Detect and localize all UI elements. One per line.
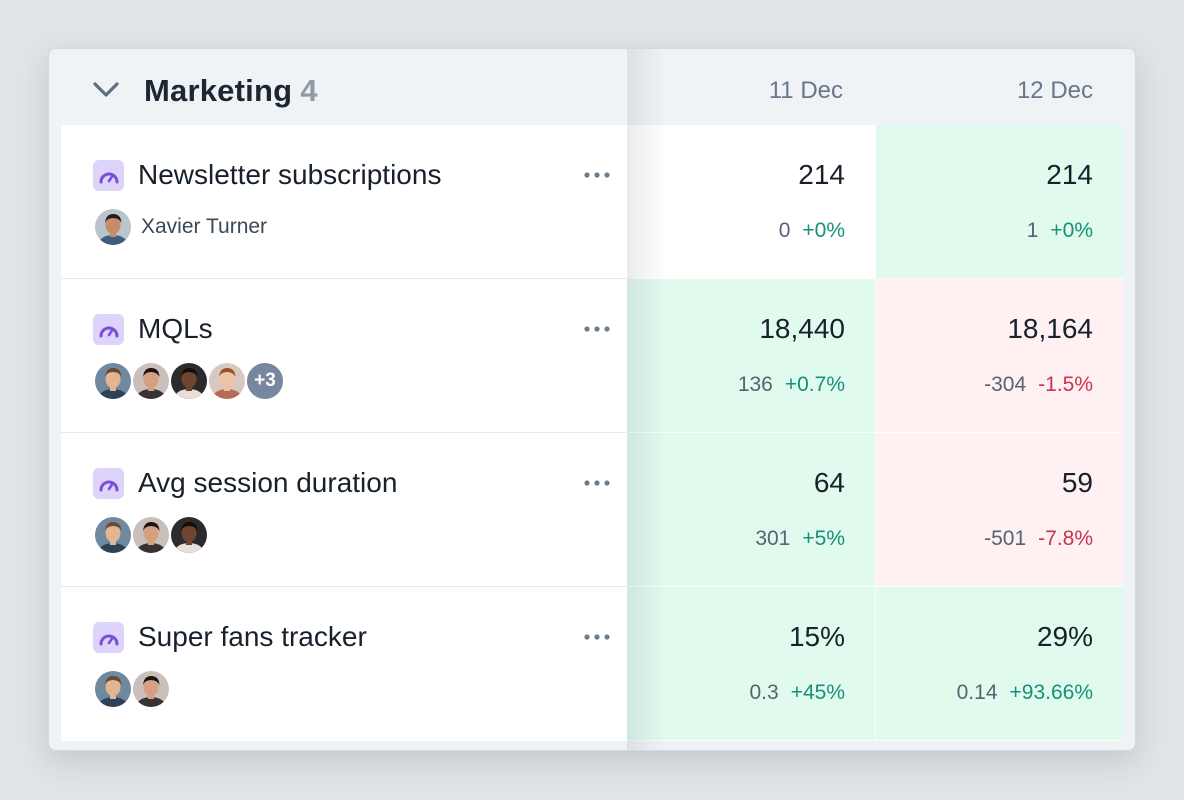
delta-absolute: -501 <box>984 527 1027 550</box>
chevron-down-icon[interactable] <box>89 77 123 103</box>
avatar[interactable] <box>131 515 171 555</box>
avatar[interactable] <box>93 515 133 555</box>
value-cell[interactable]: 15% 0.3 +45% <box>627 587 875 741</box>
group-title: Marketing 4 <box>144 73 318 109</box>
delta-absolute: 0.3 <box>749 681 779 704</box>
cell-value: 214 <box>798 159 845 190</box>
value-cell[interactable]: 214 1 +0% <box>875 125 1123 279</box>
avatar[interactable] <box>169 515 209 555</box>
value-cell[interactable]: 18,164 -304 -1.5% <box>875 279 1123 433</box>
owner-avatars: +3 <box>93 361 285 401</box>
avatar[interactable] <box>207 361 247 401</box>
metric-row[interactable]: MQLs +3 <box>61 279 627 433</box>
cell-delta: -304 -1.5% <box>984 373 1093 397</box>
delta-percent: +0% <box>802 219 845 242</box>
gauge-icon <box>93 160 124 191</box>
delta-absolute: 136 <box>737 373 773 396</box>
delta-percent: +0% <box>1050 219 1093 242</box>
value-cell[interactable]: 59 -501 -7.8% <box>875 433 1123 587</box>
delta-percent: +0.7% <box>784 373 845 396</box>
metric-values-grid: 214 0 +0% 214 1 +0% 18,440 136 +0.7% 18,164 -304 -1… <box>627 125 1125 741</box>
cell-value: 18,164 <box>1007 313 1093 344</box>
delta-percent: -1.5% <box>1038 373 1093 396</box>
cell-delta: 301 +5% <box>755 527 845 551</box>
avatar[interactable] <box>131 361 171 401</box>
cell-value: 15% <box>788 621 845 652</box>
metric-row[interactable]: Super fans tracker <box>61 587 627 741</box>
metric-name[interactable]: Newsletter subscriptions <box>138 159 442 190</box>
group-title-label: Marketing <box>144 73 293 108</box>
value-cell[interactable]: 18,440 136 +0.7% <box>627 279 875 433</box>
delta-percent: +5% <box>802 527 845 550</box>
metric-row[interactable]: Avg session duration <box>61 433 627 587</box>
metric-name[interactable]: Avg session duration <box>138 467 398 498</box>
owner-avatars <box>93 669 171 709</box>
owner-name: Xavier Turner <box>141 215 268 238</box>
delta-absolute: 301 <box>755 527 791 550</box>
cell-delta: 0.3 +45% <box>750 681 846 705</box>
avatar[interactable] <box>93 669 133 709</box>
group-header: Marketing 4 11 Dec 12 Dec <box>49 49 1135 125</box>
gauge-icon <box>93 468 124 499</box>
more-options-icon[interactable] <box>581 625 613 649</box>
cell-delta: -501 -7.8% <box>984 527 1093 551</box>
cell-value: 64 <box>813 467 845 498</box>
value-cell[interactable]: 29% 0.14 +93.66% <box>875 587 1123 741</box>
metric-name[interactable]: Super fans tracker <box>138 621 367 652</box>
delta-absolute: 1 <box>1026 219 1039 242</box>
cell-value: 214 <box>1046 159 1093 190</box>
more-options-icon[interactable] <box>581 317 613 341</box>
gauge-icon <box>93 314 124 345</box>
cell-value: 18,440 <box>759 313 845 344</box>
cell-delta: 0.14 +93.66% <box>957 681 1093 705</box>
avatar[interactable] <box>93 361 133 401</box>
more-owners-badge[interactable]: +3 <box>245 361 285 401</box>
gauge-icon <box>93 622 124 653</box>
cell-value: 29% <box>1036 621 1093 652</box>
more-options-icon[interactable] <box>581 163 613 187</box>
cell-delta: 136 +0.7% <box>738 373 845 397</box>
metric-name[interactable]: MQLs <box>138 313 213 344</box>
more-options-icon[interactable] <box>581 471 613 495</box>
delta-absolute: 0 <box>778 219 791 242</box>
delta-percent: -7.8% <box>1038 527 1093 550</box>
cell-delta: 1 +0% <box>1027 219 1093 243</box>
value-cell[interactable]: 64 301 +5% <box>627 433 875 587</box>
metric-list: Newsletter subscriptions Xavier Turner MQL… <box>61 125 627 741</box>
delta-absolute: 0.14 <box>956 681 998 704</box>
group-count: 4 <box>300 73 318 108</box>
owner-avatars <box>93 515 209 555</box>
value-cell[interactable]: 214 0 +0% <box>627 125 875 279</box>
column-header-date-2: 12 Dec <box>1016 77 1093 104</box>
avatar[interactable] <box>93 207 133 247</box>
metric-row[interactable]: Newsletter subscriptions Xavier Turner <box>61 125 627 279</box>
column-header-date-1: 11 Dec <box>768 77 843 104</box>
cell-value: 59 <box>1061 467 1093 498</box>
cell-delta: 0 +0% <box>779 219 845 243</box>
owner-avatars: Xavier Turner <box>93 207 267 247</box>
delta-percent: +45% <box>790 681 845 704</box>
delta-absolute: -304 <box>984 373 1027 396</box>
delta-percent: +93.66% <box>1009 681 1094 704</box>
metrics-card: Marketing 4 11 Dec 12 Dec Newsletter subs… <box>48 48 1136 751</box>
avatar[interactable] <box>131 669 171 709</box>
avatar[interactable] <box>169 361 209 401</box>
